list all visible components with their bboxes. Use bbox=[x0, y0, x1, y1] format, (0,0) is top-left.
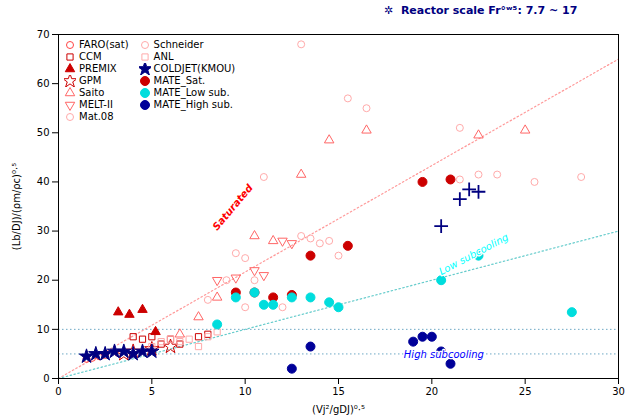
html-text:CCM: CCM bbox=[79, 51, 102, 62]
html-text:Mat.08: Mat.08 bbox=[79, 111, 114, 122]
svg-text:(Lb/DJ)/(ρm/ρc)⁰·⁵: (Lb/DJ)/(ρm/ρc)⁰·⁵ bbox=[11, 163, 22, 250]
svg-text:50: 50 bbox=[37, 127, 50, 138]
html-text:MATE_High sub.: MATE_High sub. bbox=[153, 99, 233, 110]
html-text:GPM: GPM bbox=[79, 75, 102, 86]
html-text:Saito: Saito bbox=[79, 87, 105, 98]
html-text:COLDJET(KMOU): COLDJET(KMOU) bbox=[153, 63, 236, 74]
html-text:✲ Reactor scale Fr°ʷ⁵: 7.7 ~ 1: ✲ Reactor scale Fr°ʷ⁵: 7.7 ~ 17 bbox=[384, 4, 578, 17]
svg-text:60: 60 bbox=[37, 78, 50, 89]
svg-text:15: 15 bbox=[332, 386, 345, 397]
svg-text:40: 40 bbox=[37, 176, 50, 187]
svg-text:(Vj²/gDJ)⁰·⁵: (Vj²/gDJ)⁰·⁵ bbox=[312, 404, 365, 415]
html-text:FARO(sat): FARO(sat) bbox=[79, 39, 129, 50]
svg-text:5: 5 bbox=[149, 386, 155, 397]
svg-text:10: 10 bbox=[239, 386, 252, 397]
html-text:Schneider: Schneider bbox=[153, 39, 204, 50]
svg-text:0: 0 bbox=[55, 386, 61, 397]
svg-text:30: 30 bbox=[612, 386, 625, 397]
svg-text:20: 20 bbox=[37, 274, 50, 285]
svg-text:25: 25 bbox=[519, 386, 532, 397]
html-text:MATE_Sat.: MATE_Sat. bbox=[153, 75, 206, 86]
svg-text:10: 10 bbox=[37, 324, 50, 335]
svg-text:30: 30 bbox=[37, 225, 50, 236]
svg-text:0: 0 bbox=[43, 373, 49, 384]
svg-text:Low subcooling: Low subcooling bbox=[437, 231, 510, 277]
html-text:MELT-II: MELT-II bbox=[79, 99, 113, 110]
html-text:PREMIX: PREMIX bbox=[79, 63, 117, 74]
svg-text:Saturated: Saturated bbox=[210, 182, 255, 233]
svg-text:High subcooling: High subcooling bbox=[404, 349, 484, 360]
svg-text:20: 20 bbox=[425, 386, 438, 397]
html-text:ANL: ANL bbox=[153, 51, 174, 62]
svg-text:70: 70 bbox=[37, 29, 50, 40]
html-text:MATE_Low sub.: MATE_Low sub. bbox=[153, 87, 230, 98]
